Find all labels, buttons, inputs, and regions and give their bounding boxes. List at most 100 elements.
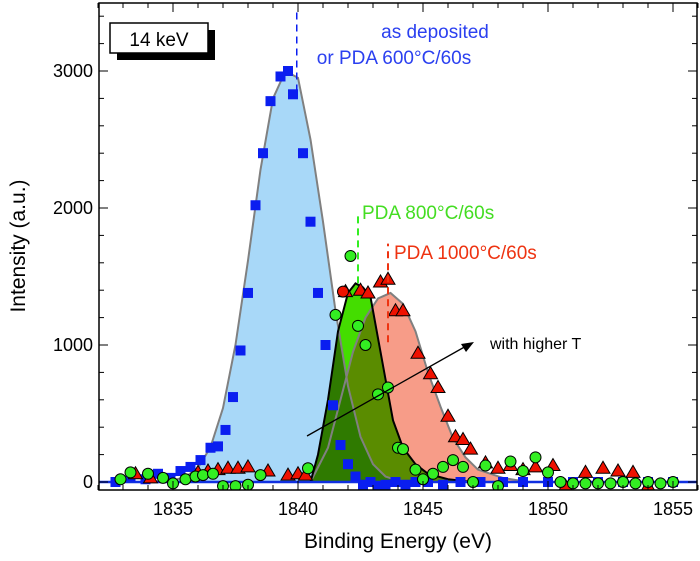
data-point-green [157,471,169,484]
data-point-green [397,443,409,456]
data-point-green [457,460,469,473]
data-point-green [197,469,209,482]
data-point-red [360,284,376,299]
label-with-higher-t: with higher T [489,336,582,353]
data-point-blue [335,440,346,451]
data-point-green [179,473,192,486]
data-point-blue [313,287,323,298]
data-point-blue [365,477,376,487]
data-point-green [427,467,439,480]
data-point-blue [250,200,261,211]
arrow-head-icon [461,342,474,352]
data-point-red [422,365,439,380]
data-point-red-circle [337,285,349,298]
data-point-blue [358,479,368,490]
x-tick-label: 1855 [653,499,693,519]
data-point-blue [373,481,383,490]
y-tick-label: 3000 [53,61,93,81]
data-point-green [207,467,219,480]
data-point-blue [320,340,331,350]
data-point-green [242,478,254,490]
data-point-green [124,466,137,479]
data-point-green [629,477,642,490]
data-point-blue [165,472,176,483]
data-point-blue [475,477,486,487]
data-point-blue [243,287,253,298]
data-point-blue [175,466,186,477]
data-point-blue [195,455,206,466]
label-pda-600: or PDA 600°C/60s [317,48,471,69]
x-tick-label: 1840 [278,499,318,519]
data-point-green [437,460,449,473]
energy-box-label: 14 keV [129,30,188,51]
y-tick-label: 0 [83,472,93,492]
data-point-blue [258,148,268,159]
data-point-red [455,431,471,446]
data-point-green [352,319,364,332]
data-point-green [654,477,667,490]
data-point-blue [298,148,308,159]
data-point-blue [205,442,216,453]
data-point-blue [213,441,223,452]
data-point-red [410,345,426,359]
data-point-green [229,480,242,490]
data-point-green [542,466,554,479]
data-point-green [114,473,127,486]
fit-line-red [309,291,529,483]
data-point-blue [438,479,448,490]
data-point-red [462,441,479,455]
y-axis-label: Intensity (a.u.) [7,179,30,312]
y-tick-label: 1000 [53,335,93,355]
x-axis-label: Binding Energy (eV) [304,530,492,553]
data-point-red [395,302,411,317]
data-point-blue [235,345,246,356]
data-point-green [447,454,459,467]
data-point-blue [350,471,361,482]
data-point-green [529,451,542,464]
data-point-blue [410,477,421,487]
data-point-red [220,460,236,474]
data-point-red [240,458,256,473]
higher-t-arrow [306,344,469,437]
data-point-red [595,460,611,474]
data-point-green [604,477,617,490]
data-point-red [625,464,641,478]
fit-area-blue [148,71,448,482]
data-point-blue [283,66,293,76]
data-point-green [302,462,314,475]
data-point-green [254,469,267,482]
y-tick-label: 2000 [53,198,93,218]
energy-box: 14 keV [109,22,215,60]
data-point-blue [153,468,163,479]
data-point-blue [328,400,338,411]
data-point-blue [220,424,231,435]
x-tick-label: 1835 [153,499,193,519]
x-tick-label: 1845 [403,499,443,519]
data-point-blue [518,477,528,487]
data-point-blue [305,216,316,227]
data-point-red [527,458,544,473]
data-point-blue [400,479,411,490]
data-point-blue [265,96,276,107]
data-point-red [490,460,506,474]
data-point-green [517,465,529,478]
data-point-blue [455,477,466,487]
data-point-blue [228,392,238,403]
label-pda-800: PDA 800°C/60s [362,203,494,224]
data-point-red [577,464,594,478]
data-point-green [329,308,342,321]
data-point-blue [380,479,391,490]
data-point-red [430,379,446,393]
data-point-blue [498,477,508,487]
data-point-green [504,455,517,468]
data-point-green [554,476,567,488]
data-point-blue [390,477,401,487]
fit-line-green [309,282,474,483]
label-pda-1000: PDA 1000°C/60s [394,243,537,264]
data-point-blue [343,459,353,470]
label-as-deposited: as deposited [381,22,489,43]
data-point-green [579,477,592,490]
data-point-green [409,463,422,476]
data-point-blue [185,461,196,472]
